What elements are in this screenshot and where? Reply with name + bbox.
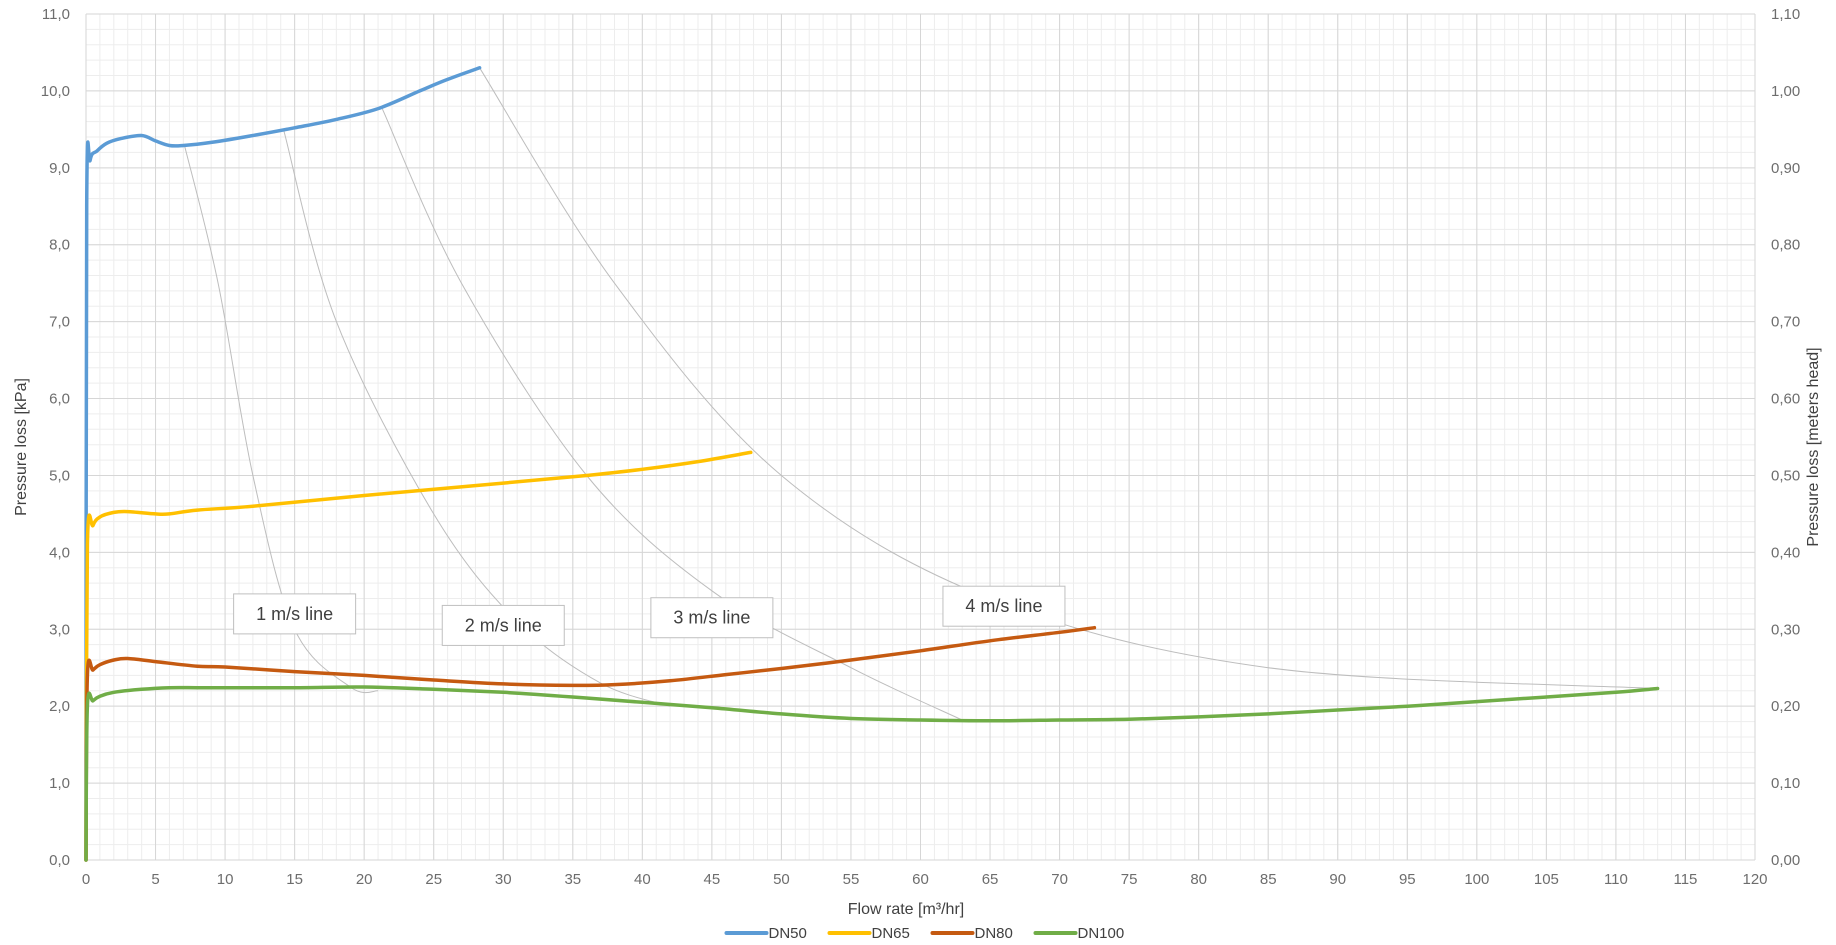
y2-tick-label: 1,00 <box>1771 83 1800 100</box>
x-tick-label: 60 <box>912 871 929 888</box>
y2-tick-label: 0,80 <box>1771 237 1800 254</box>
x-tick-label: 75 <box>1121 871 1138 888</box>
y-tick-label: 8,0 <box>49 237 70 254</box>
series-line-dn65 <box>84 450 753 862</box>
velocity-label-box <box>942 585 1066 627</box>
x-tick-label: 90 <box>1329 871 1346 888</box>
x-tick-label: 100 <box>1464 871 1489 888</box>
x-tick-label: 10 <box>217 871 234 888</box>
x-tick-label: 105 <box>1534 871 1559 888</box>
velocity-label-box <box>233 593 357 635</box>
x-tick-label: 120 <box>1742 871 1767 888</box>
legend-label-dn65: DN65 <box>872 925 910 942</box>
y-tick-label: 0,0 <box>49 852 70 869</box>
x-tick-label: 55 <box>843 871 860 888</box>
series-line-dn50 <box>84 66 482 862</box>
y2-tick-label: 0,60 <box>1771 391 1800 408</box>
y-tick-label: 2,0 <box>49 698 70 715</box>
y-tick-label: 5,0 <box>49 467 70 484</box>
velocity-guide-line <box>283 129 671 707</box>
y-tick-label: 6,0 <box>49 391 70 408</box>
x-tick-label: 80 <box>1190 871 1207 888</box>
y-axis-ticks: 0,0 1,0 2,0 3,0 4,0 5,0 6,0 7,0 8,0 9,0 10,0 11,0 <box>41 6 70 869</box>
y-tick-label: 11,0 <box>42 6 70 23</box>
y-tick-label: 1,0 <box>49 775 70 792</box>
x-tick-label: 15 <box>286 871 303 888</box>
y2-tick-label: 0,70 <box>1771 314 1800 331</box>
x-tick-label: 40 <box>634 871 651 888</box>
x-tick-label: 65 <box>982 871 999 888</box>
series-line-dn100 <box>84 685 1660 862</box>
y2-axis-title: Pressure loss [meters head] <box>1805 347 1822 546</box>
x-axis-title: Flow rate [m³/hr] <box>848 901 964 918</box>
legend: DN50 DN65 DN80 DN100 <box>724 925 1125 942</box>
x-tick-label: 20 <box>356 871 373 888</box>
x-tick-label: 70 <box>1051 871 1068 888</box>
x-tick-label: 30 <box>495 871 512 888</box>
x-tick-label: 50 <box>773 871 790 888</box>
velocity-guide-line <box>479 67 1658 689</box>
legend-label-dn80: DN80 <box>975 925 1013 942</box>
y-tick-label: 7,0 <box>49 314 70 331</box>
y-tick-label: 3,0 <box>49 621 70 638</box>
legend-label-dn50: DN50 <box>769 925 807 942</box>
x-tick-label: 35 <box>564 871 581 888</box>
legend-label-dn100: DN100 <box>1078 925 1125 942</box>
velocity-label: 2 m/s line <box>465 615 542 635</box>
y2-tick-label: 1,10 <box>1771 6 1800 23</box>
y-axis-title: Pressure loss [kPa] <box>13 378 30 516</box>
x-tick-label: 0 <box>82 871 90 888</box>
y2-tick-label: 0,00 <box>1771 852 1800 869</box>
y2-tick-label: 0,30 <box>1771 621 1800 638</box>
y2-tick-label: 0,40 <box>1771 544 1800 561</box>
velocity-label: 1 m/s line <box>256 604 333 624</box>
y2-tick-label: 0,20 <box>1771 698 1800 715</box>
y2-axis-ticks: 0,00 0,10 0,20 0,30 0,40 0,50 0,60 0,70 0,80 0,90… <box>1771 6 1800 869</box>
y2-tick-label: 0,50 <box>1771 467 1800 484</box>
series-line-dn80 <box>84 625 1097 862</box>
velocity-label-box <box>441 604 565 646</box>
y-tick-label: 10,0 <box>41 83 70 100</box>
velocity-line-labels: 1 m/s line 2 m/s line 3 m/s line 4 m/s line <box>233 585 1066 646</box>
velocity-label-box <box>650 597 774 639</box>
y-tick-label: 4,0 <box>49 544 70 561</box>
velocity-guide-line <box>381 108 963 721</box>
x-tick-label: 115 <box>1673 871 1697 888</box>
x-axis-ticks: 0 5 10 15 20 25 30 35 40 45 50 55 60 65 70 75 80 85 90 95 10… <box>82 871 1768 888</box>
series-lines <box>84 66 1660 862</box>
velocity-label: 3 m/s line <box>673 608 750 628</box>
x-tick-label: 110 <box>1604 871 1628 888</box>
velocity-label: 4 m/s line <box>965 596 1042 616</box>
y-tick-label: 9,0 <box>49 160 70 177</box>
x-tick-label: 85 <box>1260 871 1277 888</box>
x-tick-label: 95 <box>1399 871 1416 888</box>
y2-tick-label: 0,90 <box>1771 160 1800 177</box>
x-tick-label: 25 <box>425 871 442 888</box>
x-tick-label: 45 <box>704 871 721 888</box>
y2-tick-label: 0,10 <box>1771 775 1800 792</box>
x-tick-label: 5 <box>151 871 159 888</box>
